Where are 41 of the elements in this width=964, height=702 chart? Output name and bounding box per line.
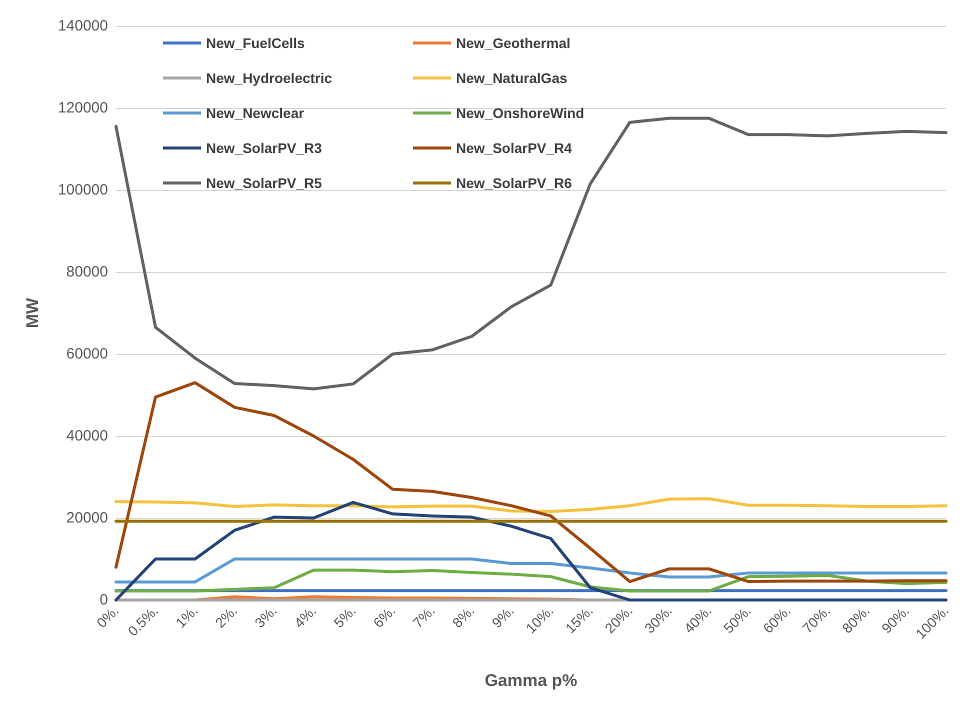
line-series	[114, 568, 948, 592]
x-tick-label: 80%.	[838, 602, 873, 636]
x-tick-label: 70%.	[799, 602, 834, 636]
y-tick-label: 40000	[66, 428, 108, 444]
y-tick-label: 0	[100, 592, 108, 608]
y-tick-label: 20000	[66, 510, 108, 526]
x-tick-label: 2%.	[212, 602, 240, 631]
x-tick-label: 6%.	[370, 602, 398, 631]
y-tick-label: 60000	[66, 346, 108, 362]
x-tick-label: 3%.	[251, 602, 280, 631]
line-series	[114, 381, 948, 584]
x-tick-label: 5%.	[330, 602, 359, 631]
x-tick-label: 40%.	[680, 602, 715, 636]
legend-label: New_SolarPV_R5	[206, 175, 322, 191]
x-tick-label: 9%.	[488, 602, 517, 631]
y-tick-label: 100000	[58, 182, 108, 198]
x-tick-label: 8%.	[449, 602, 478, 631]
legend-label: New_SolarPV_R4	[456, 140, 572, 156]
x-tick-label: 50%.	[720, 602, 754, 636]
y-tick-label: 80000	[66, 264, 108, 280]
line-series	[114, 500, 948, 602]
legend-label: New_FuelCells	[206, 35, 306, 51]
line-series	[114, 558, 948, 584]
y-tick-label: 140000	[58, 18, 108, 34]
y-axis-title: MW	[23, 296, 42, 328]
x-tick-label: 90%.	[878, 602, 912, 636]
legend-label: New_NaturalGas	[456, 70, 568, 86]
x-tick-label: 4%.	[290, 602, 320, 631]
x-axis-title: Gamma p%	[484, 671, 578, 690]
legend-label: New_OnshoreWind	[456, 105, 584, 121]
x-tick-label: 60%.	[760, 602, 794, 636]
y-tick-label: 120000	[58, 100, 108, 116]
legend-label: New_SolarPV_R6	[456, 175, 572, 191]
x-tick-label: 1%.	[172, 602, 201, 631]
legend-label: New_Geothermal	[456, 35, 570, 51]
legend-label: New_Hydroelectric	[206, 70, 332, 86]
x-tick-label: 7%.	[409, 602, 438, 631]
line-series	[114, 497, 948, 513]
x-tick-label: 30%.	[641, 602, 675, 636]
legend-label: New_SolarPV_R3	[206, 140, 322, 156]
legend-label: New_Newclear	[206, 105, 305, 121]
